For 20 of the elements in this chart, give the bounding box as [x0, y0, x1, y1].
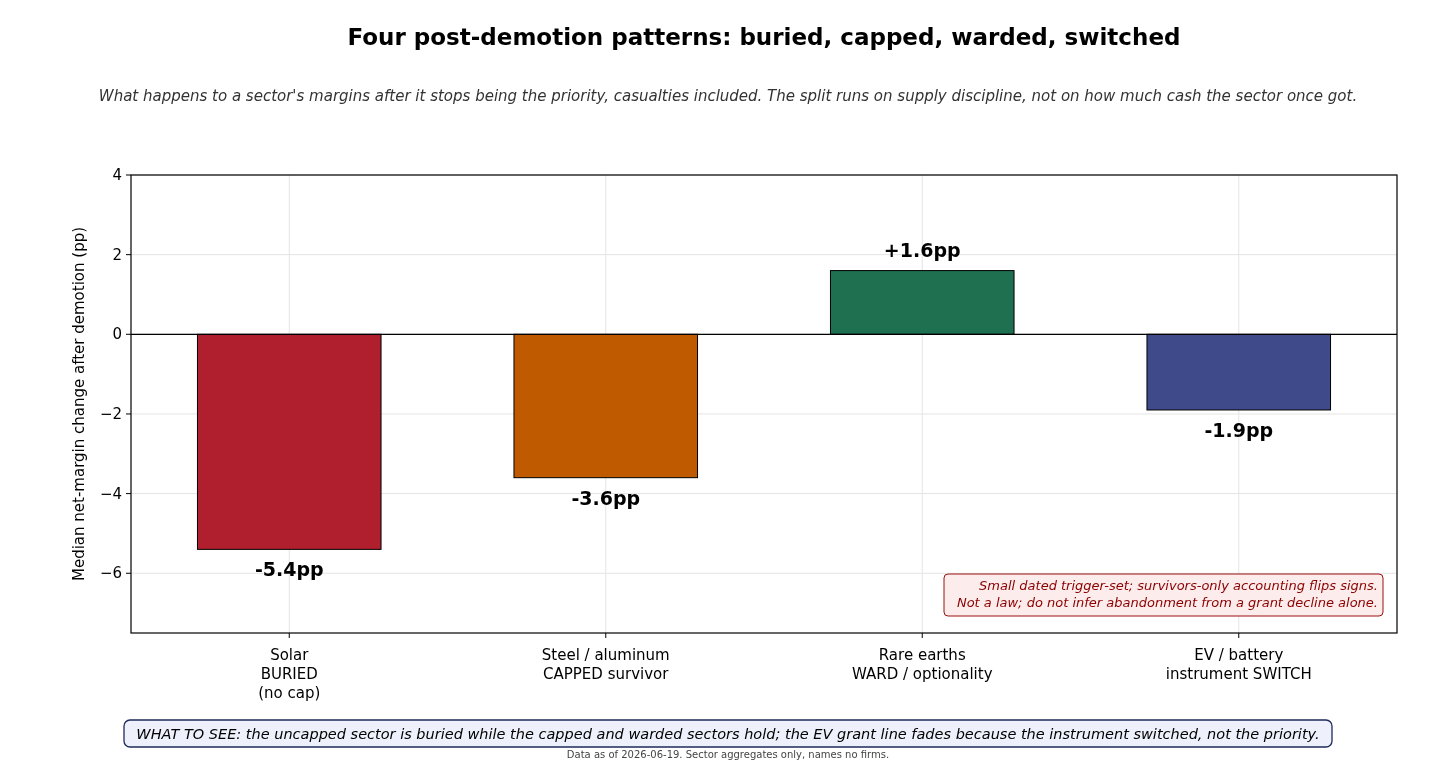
y-tick-label: −4 — [99, 484, 122, 503]
x-tick-label: Rare earths WARD / optionality — [851, 646, 993, 683]
y-tick-label: 4 — [112, 166, 122, 184]
chart-subtitle: What happens to a sector's margins after it stops being the priority, casualties included. The split runs on supply discipline, not on how much cash the sector once got. — [98, 87, 1358, 105]
x-tick-label: EV / battery instrument SWITCH — [1165, 646, 1312, 683]
chart-title: Four post-demotion patterns: buried, capped, warded, switched — [347, 24, 1181, 50]
y-tick-label: 0 — [112, 325, 122, 344]
text: Data as of 2026-06-19. Sector aggregates only, names no firms. — [566, 749, 890, 760]
data-label: -1.9pp — [1204, 418, 1274, 441]
annotation: Small dated trigger-set; survivors-only accounting flips signs. Not a law; do not infer abandonment from a grant decline alone. — [956, 578, 1378, 610]
data-label: -3.6pp — [571, 486, 641, 509]
text: WHAT TO SEE: the uncapped sector is buried while the capped and warded sectors hold; the EV grant line fades because the instrument switched, not the priority. — [136, 726, 1320, 742]
y-tick-label: 2 — [112, 245, 122, 264]
x-tick-label: Solar BURIED (no cap) — [258, 646, 321, 702]
data-label: +1.6pp — [883, 238, 961, 261]
y-tick-label: −6 — [99, 564, 122, 583]
y-axis-title: Median net-margin change after demotion (pp) — [70, 226, 88, 582]
y-tick-label: −2 — [99, 404, 122, 423]
data-label: -5.4pp — [254, 558, 324, 581]
x-tick-label: Steel / aluminum CAPPED survivor — [541, 646, 670, 683]
